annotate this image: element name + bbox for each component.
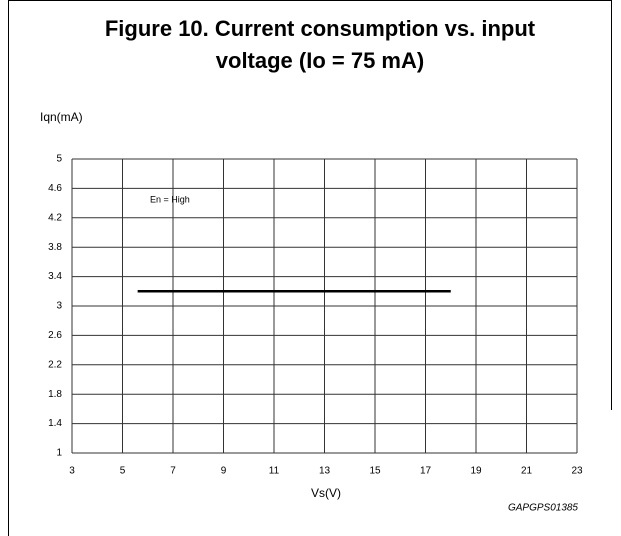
y-tick-label: 1 (56, 448, 62, 459)
chart-subtitle: voltage (Io = 75 mA) (216, 48, 424, 73)
y-tick-label: 4.6 (48, 183, 62, 194)
y-tick-label: 1.8 (48, 389, 62, 400)
x-tick-label: 5 (120, 466, 126, 477)
y-axis-label: Iqn(mA) (40, 110, 83, 124)
annotation: En = High (150, 194, 190, 204)
x-tick-label: 13 (319, 466, 331, 477)
y-tick-label: 3.8 (48, 242, 62, 253)
y-tick-label: 2.2 (48, 359, 62, 370)
y-tick-label: 1.4 (48, 418, 62, 429)
x-tick-label: 7 (170, 466, 176, 477)
chart-title: Figure 10. Current consumption vs. input (105, 16, 536, 41)
y-tick-label: 4.2 (48, 212, 62, 223)
x-tick-label: 17 (420, 466, 432, 477)
x-tick-label: 9 (221, 466, 227, 477)
x-tick-label: 15 (369, 466, 381, 477)
x-tick-label: 21 (521, 466, 533, 477)
y-tick-label: 3 (56, 301, 62, 312)
y-tick-label: 5 (56, 154, 62, 165)
x-tick-label: 23 (571, 466, 583, 477)
x-axis-label: Vs(V) (311, 486, 341, 500)
x-tick-label: 11 (269, 466, 280, 477)
figure-code: GAPGPS01385 (508, 503, 578, 514)
x-tick-label: 3 (69, 466, 75, 477)
y-tick-label: 3.4 (48, 271, 62, 282)
x-tick-label: 19 (470, 466, 482, 477)
y-tick-label: 2.6 (48, 330, 62, 341)
